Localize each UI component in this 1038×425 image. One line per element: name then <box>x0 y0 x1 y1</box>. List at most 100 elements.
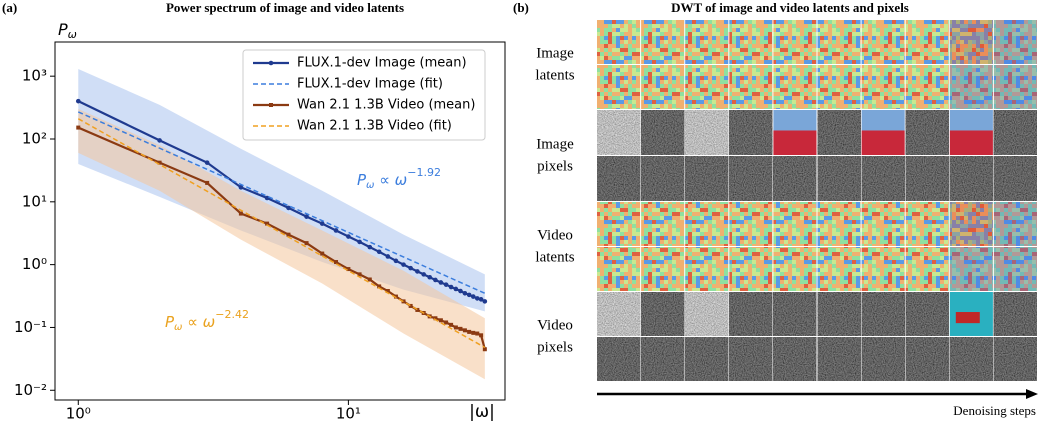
marker <box>427 275 432 280</box>
pixel-tile <box>818 156 861 201</box>
latent-tile <box>906 202 949 246</box>
latent-tile <box>862 20 905 64</box>
latent-tile <box>773 202 816 246</box>
latent-tile <box>641 20 684 64</box>
row-label: pixels <box>537 158 573 174</box>
marker <box>433 278 438 283</box>
row-label: pixels <box>537 339 573 355</box>
panel-title: DWT of image and video latents and pixel… <box>671 0 909 15</box>
legend-marker <box>269 103 273 107</box>
latent-tint <box>950 247 993 291</box>
marker <box>76 99 81 104</box>
pixel-tile <box>862 292 905 336</box>
latent-tile <box>685 202 728 246</box>
annotation-text: ∝ ω <box>374 171 407 189</box>
pixel-tile <box>994 337 1037 381</box>
marker <box>454 325 458 329</box>
pixel-tile <box>906 292 949 336</box>
panel-label: (a) <box>2 0 17 15</box>
latent-tile <box>862 202 905 246</box>
annotation: Pω ∝ ω−2.42 <box>165 308 249 333</box>
pixel-tile <box>818 337 861 381</box>
latent-tile <box>597 65 640 109</box>
pixel-tile <box>685 337 728 381</box>
pixel-tile <box>685 156 728 201</box>
latent-tile <box>641 202 684 246</box>
latent-tile <box>641 65 684 109</box>
legend-marker <box>269 61 274 66</box>
pixel-tile <box>773 156 816 201</box>
x-tick-label: 10⁰ <box>66 405 91 423</box>
marker <box>386 254 391 259</box>
latent-tint <box>950 65 993 109</box>
pixel-tile <box>906 337 949 381</box>
marker <box>444 282 449 287</box>
marker <box>483 299 488 304</box>
photo-field <box>862 130 905 155</box>
photo-sky <box>862 110 905 130</box>
marker <box>449 323 453 327</box>
marker <box>305 241 309 245</box>
pixel-tile <box>597 156 640 201</box>
latent-tile <box>862 247 905 291</box>
pixel-tile <box>950 337 993 381</box>
pixel-tile <box>685 110 728 155</box>
panel-label: (b) <box>513 0 529 15</box>
pixel-tile <box>685 292 728 336</box>
annotation-sub: ω <box>366 180 374 191</box>
marker <box>205 181 209 185</box>
pixel-tile <box>906 156 949 201</box>
marker <box>334 260 338 264</box>
marker <box>439 318 443 322</box>
latent-tile <box>641 247 684 291</box>
annotation-exp: −1.92 <box>407 166 441 179</box>
pixel-tile <box>818 292 861 336</box>
latent-tile <box>906 65 949 109</box>
latent-tile <box>729 247 772 291</box>
pixel-tile <box>773 292 816 336</box>
latent-tile <box>597 20 640 64</box>
marker <box>368 277 372 281</box>
photo-field <box>773 130 816 155</box>
marker <box>449 285 454 290</box>
photo-car <box>956 312 980 323</box>
row-label: Image <box>536 136 574 152</box>
latent-tint <box>994 202 1037 246</box>
y-axis-label: Pω <box>58 20 77 42</box>
latent-tint <box>994 247 1037 291</box>
pixel-tile <box>597 292 640 336</box>
marker <box>439 280 444 285</box>
latent-tile <box>906 20 949 64</box>
row-label: Video <box>537 317 573 333</box>
y-tick-label: 10⁻² <box>14 381 47 399</box>
marker <box>76 126 80 130</box>
marker <box>454 287 459 292</box>
y-axis-label-sub: ω <box>68 28 77 41</box>
marker <box>463 328 467 332</box>
pixel-tile <box>729 337 772 381</box>
marker <box>444 320 448 324</box>
pixel-tile <box>994 292 1037 336</box>
pixel-tile <box>862 337 905 381</box>
y-tick-label: 10² <box>22 129 47 147</box>
latent-tile <box>685 20 728 64</box>
marker <box>471 294 476 299</box>
pixel-tile <box>950 156 993 201</box>
pixel-tile <box>597 110 640 155</box>
pixel-tile <box>818 110 861 155</box>
latent-tile <box>685 65 728 109</box>
legend-label: Wan 2.1 1.3B Video (mean) <box>297 98 475 113</box>
pixel-tile <box>641 156 684 201</box>
latent-tile <box>773 20 816 64</box>
marker <box>401 262 406 267</box>
photo-sky <box>773 110 816 130</box>
chart-title: Power spectrum of image and video latent… <box>166 0 404 15</box>
marker <box>415 269 420 274</box>
row-label: latents <box>535 67 574 83</box>
row-label: latents <box>535 249 574 265</box>
pixel-tile <box>994 156 1037 201</box>
y-tick-label: 10³ <box>22 67 47 85</box>
annotation-text: ∝ ω <box>182 313 215 331</box>
image-grid <box>597 20 1037 381</box>
y-tick-label: 10¹ <box>22 192 47 210</box>
